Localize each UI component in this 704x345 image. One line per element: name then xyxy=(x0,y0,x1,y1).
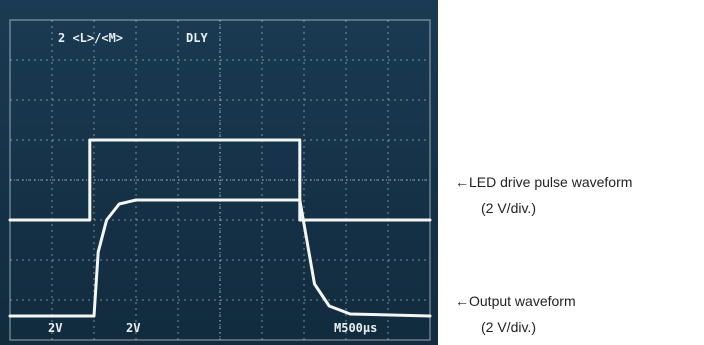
led-waveform-annotation: ←LED drive pulse waveform (2 V/div.) xyxy=(455,169,632,221)
timebase-label: M500µs xyxy=(334,321,377,335)
traces xyxy=(8,138,432,318)
output-waveform-title: ←Output waveform xyxy=(455,293,576,309)
oscilloscope-screen: 2 <L>/<M> DLY 2V 2V M500µs xyxy=(0,0,438,345)
led-waveform-title: ←LED drive pulse waveform xyxy=(455,174,633,190)
graticule xyxy=(9,19,431,341)
mode-label: DLY xyxy=(186,31,208,45)
ch1-scale-label: 2V xyxy=(48,321,62,335)
header-label: 2 <L>/<M> xyxy=(58,31,123,45)
output-waveform-trace xyxy=(8,198,432,318)
led-waveform-scale: (2 V/div.) xyxy=(481,200,536,216)
output-waveform-annotation: ←Output waveform (2 V/div.) xyxy=(455,288,576,340)
ch2-scale-label: 2V xyxy=(126,321,140,335)
output-waveform-scale: (2 V/div.) xyxy=(481,319,536,335)
led-drive-pulse-trace xyxy=(8,138,432,222)
oscilloscope-plot: 2 <L>/<M> DLY 2V 2V M500µs xyxy=(8,19,432,341)
